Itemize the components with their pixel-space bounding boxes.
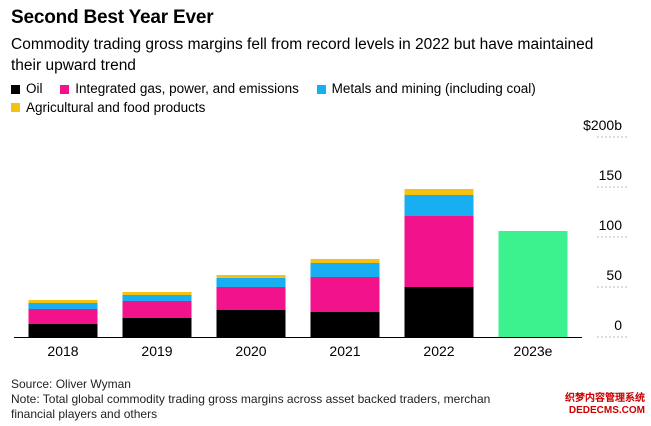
bar-segment: [216, 287, 286, 310]
chart-title: Second Best Year Ever: [11, 7, 214, 28]
y-tick-label: 50: [606, 267, 622, 283]
legend-swatch-metals-mining: [316, 84, 326, 94]
bar-segment: [310, 263, 380, 277]
legend-swatch-gas-power: [60, 84, 70, 94]
legend-label-oil: Oil: [26, 81, 43, 96]
bar-segment: [28, 303, 98, 309]
bar-estimate: [498, 231, 568, 337]
bar-segment: [216, 278, 286, 287]
bar-segment: [216, 275, 286, 278]
x-tick-label: 2022: [423, 343, 454, 359]
x-tick-label: 2020: [235, 343, 266, 359]
legend: Oil Integrated gas, power, and emissions…: [11, 80, 631, 117]
y-tick-label: $200b: [583, 117, 622, 133]
legend-item-metals-mining: Metals and mining (including coal): [316, 80, 536, 98]
bar-segment: [122, 318, 192, 337]
bar-segment: [310, 277, 380, 312]
bar-segment: [28, 300, 98, 303]
bar-segment: [310, 259, 380, 263]
x-tick-label: 2019: [141, 343, 172, 359]
bar-segment: [28, 324, 98, 337]
y-tick-label: 150: [599, 167, 623, 183]
bar-segment: [122, 295, 192, 301]
bar-segment: [122, 301, 192, 318]
x-tick-label: 2018: [47, 343, 78, 359]
footnote-line-1: Note: Total global commodity trading gro…: [11, 392, 491, 406]
legend-item-oil: Oil: [11, 80, 43, 98]
footnote-line-2: financial players and others: [11, 407, 158, 421]
watermark-line-1: 织梦内容管理系统: [565, 393, 645, 404]
legend-swatch-oil: [11, 84, 20, 94]
legend-label-gas-power: Integrated gas, power, and emissions: [75, 81, 299, 96]
bar-segment: [404, 189, 474, 195]
chart-subtitle: Commodity trading gross margins fell fro…: [11, 36, 594, 74]
bar-segment: [310, 312, 380, 337]
watermark-line-2: DEDECMS.COM: [568, 405, 645, 416]
bar-segment: [404, 287, 474, 337]
legend-label-metals-mining: Metals and mining (including coal): [331, 81, 536, 96]
watermark: 织梦内容管理系统 DEDECMS.COM: [565, 393, 645, 417]
bar-segment: [404, 195, 474, 216]
y-tick-label: 100: [599, 217, 623, 233]
bar-segment: [28, 309, 98, 324]
legend-label-agri-food: Agricultural and food products: [26, 99, 206, 115]
legend-item-gas-power: Integrated gas, power, and emissions: [60, 80, 299, 98]
bar-segment: [122, 292, 192, 295]
bar-segment: [404, 216, 474, 287]
legend-swatch-agri-food: [11, 103, 20, 112]
bar-segment: [216, 310, 286, 337]
x-tick-label: 2023e: [514, 343, 553, 359]
y-tick-label: 0: [614, 317, 622, 333]
x-tick-label: 2021: [329, 343, 360, 359]
source-note: Source: Oliver Wyman: [11, 377, 131, 391]
footnote: Note: Total global commodity trading gro…: [11, 392, 541, 422]
legend-item-agri-food: Agricultural and food products: [11, 99, 205, 117]
